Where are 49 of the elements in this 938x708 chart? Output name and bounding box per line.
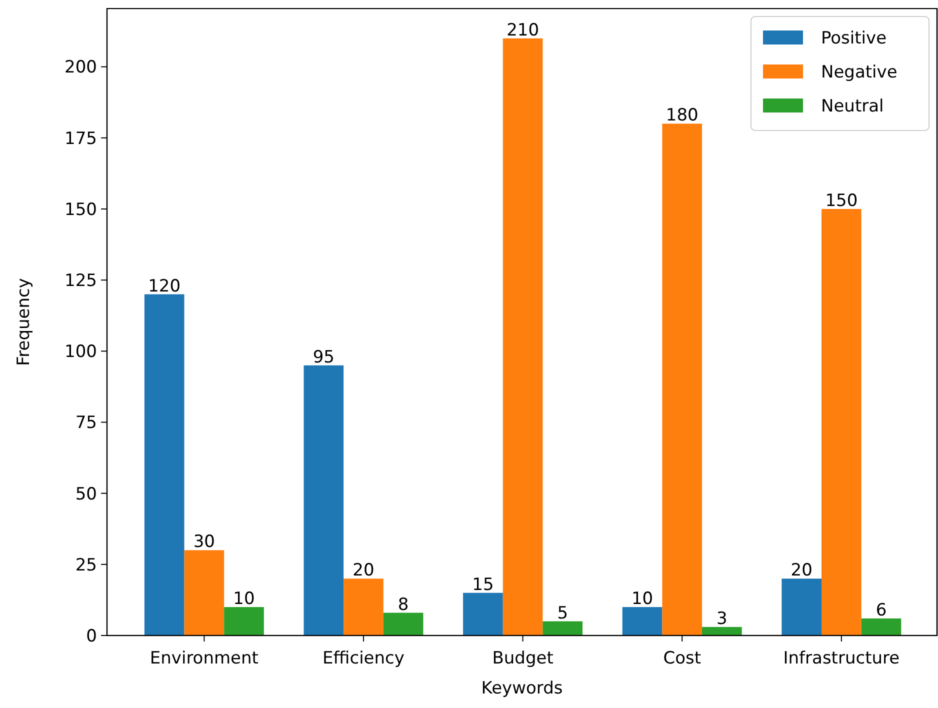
x-axis-title: Keywords — [481, 678, 563, 698]
data-label: 3 — [716, 608, 728, 629]
data-label: 210 — [506, 20, 540, 40]
bar — [224, 607, 264, 636]
data-label: 5 — [557, 603, 568, 624]
x-tick-label: Budget — [492, 648, 554, 668]
bar — [344, 578, 384, 636]
x-tick-label: Cost — [663, 648, 702, 668]
bar — [184, 550, 224, 636]
bar — [822, 208, 862, 636]
bar — [542, 621, 583, 636]
y-tick-label: 150 — [64, 200, 97, 220]
x-tick-label: Efficiency — [322, 648, 404, 668]
data-label: 120 — [148, 276, 181, 296]
data-label: 6 — [876, 600, 887, 620]
y-tick-label: 50 — [75, 484, 97, 504]
bar — [702, 626, 742, 636]
data-label: 15 — [472, 574, 494, 595]
bar — [383, 612, 424, 636]
data-label: 150 — [825, 190, 858, 211]
data-label: 20 — [352, 560, 374, 581]
y-tick-label: 25 — [75, 555, 97, 576]
bar — [502, 38, 543, 636]
data-label: 20 — [790, 560, 812, 581]
bar — [662, 124, 702, 636]
data-label: 10 — [631, 589, 654, 610]
y-tick-label: 100 — [64, 342, 97, 362]
y-tick-label: 175 — [64, 128, 97, 149]
bar — [782, 578, 822, 636]
x-tick-label: Environment — [150, 648, 259, 668]
data-label: 30 — [193, 532, 215, 552]
data-label: 8 — [398, 594, 409, 615]
data-label: 95 — [312, 347, 334, 368]
bar — [144, 294, 184, 636]
y-tick-label: 125 — [64, 271, 97, 292]
y-tick-label: 200 — [64, 58, 97, 78]
bar — [463, 592, 503, 636]
bar — [622, 607, 662, 636]
x-tick-label: Infrastructure — [783, 648, 900, 668]
legend-label: Negative — [821, 62, 898, 82]
y-tick-label: 75 — [75, 413, 97, 434]
y-tick-label: 0 — [86, 626, 97, 646]
legend-label: Neutral — [821, 96, 884, 116]
data-label: 10 — [233, 589, 255, 610]
legend-label: Positive — [821, 28, 887, 48]
bar — [304, 365, 344, 636]
y-axis-title: Frequency — [14, 278, 34, 366]
data-label: 180 — [666, 106, 698, 126]
bar — [861, 618, 902, 636]
